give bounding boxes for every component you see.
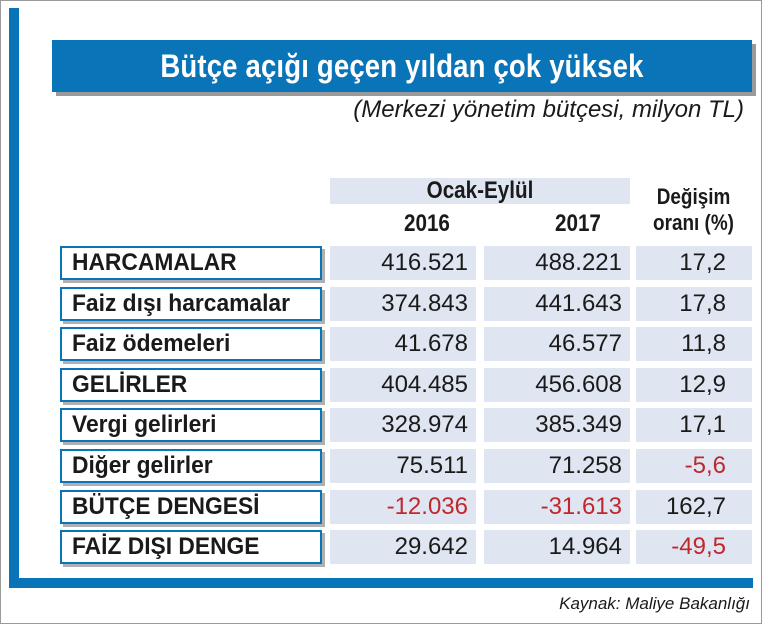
value-2016: 75.511 bbox=[396, 452, 468, 479]
column-header-2017: 2017 bbox=[555, 210, 601, 237]
value-2016-cell: 404.485 bbox=[330, 368, 476, 402]
table-row: Vergi gelirleri 328.974 385.349 17,1 bbox=[0, 408, 762, 442]
value-2016: 41.678 bbox=[394, 330, 468, 357]
change-rate: -5,6 bbox=[684, 452, 726, 479]
row-label: Diğer gelirler bbox=[72, 452, 213, 479]
value-2016-cell: 29.642 bbox=[330, 530, 476, 564]
change-rate-cell: -5,6 bbox=[636, 449, 752, 483]
value-2017-cell: 456.608 bbox=[484, 368, 630, 402]
change-rate: -49,5 bbox=[671, 533, 726, 560]
value-2017-cell: 441.643 bbox=[484, 287, 630, 321]
table-row: FAİZ DIŞI DENGE 29.642 14.964 -49,5 bbox=[0, 530, 762, 564]
value-2016: 29.642 bbox=[394, 533, 468, 560]
row-label-cell: HARCAMALAR bbox=[60, 246, 322, 280]
row-label-cell: Diğer gelirler bbox=[60, 449, 322, 483]
table-row: Diğer gelirler 75.511 71.258 -5,6 bbox=[0, 449, 762, 483]
value-2017: 46.577 bbox=[548, 330, 622, 357]
value-2016-cell: 75.511 bbox=[330, 449, 476, 483]
period-header-band: Ocak-Eylül bbox=[330, 178, 630, 204]
value-2016: -12.036 bbox=[386, 493, 468, 520]
change-rate-cell: 17,1 bbox=[636, 408, 752, 442]
table-row: GELİRLER 404.485 456.608 12,9 bbox=[0, 368, 762, 402]
bottom-accent-bar bbox=[9, 578, 753, 588]
value-2016: 328.974 bbox=[381, 411, 468, 438]
value-2016-cell: -12.036 bbox=[330, 490, 476, 524]
column-header-2016: 2016 bbox=[404, 210, 450, 237]
change-rate-cell: 17,2 bbox=[636, 246, 752, 280]
change-rate: 11,8 bbox=[681, 330, 726, 357]
table-row: BÜTÇE DENGESİ -12.036 -31.613 162,7 bbox=[0, 490, 762, 524]
change-rate-cell: 11,8 bbox=[636, 327, 752, 361]
row-label: HARCAMALAR bbox=[72, 249, 237, 276]
row-label-cell: Faiz ödemeleri bbox=[60, 327, 322, 361]
value-2016-cell: 328.974 bbox=[330, 408, 476, 442]
change-rate: 162,7 bbox=[665, 493, 726, 520]
change-rate-cell: -49,5 bbox=[636, 530, 752, 564]
period-header: Ocak-Eylül bbox=[426, 177, 534, 204]
column-header-change: Değişim oranı (%) bbox=[644, 184, 743, 236]
change-rate: 17,8 bbox=[679, 290, 726, 317]
change-rate-cell: 12,9 bbox=[636, 368, 752, 402]
title-banner: Bütçe açığı geçen yıldan çok yüksek bbox=[52, 40, 752, 92]
value-2016-cell: 41.678 bbox=[330, 327, 476, 361]
change-rate-cell: 17,8 bbox=[636, 287, 752, 321]
row-label-cell: GELİRLER bbox=[60, 368, 322, 402]
row-label-cell: FAİZ DIŞI DENGE bbox=[60, 530, 322, 564]
row-label: FAİZ DIŞI DENGE bbox=[72, 533, 260, 560]
value-2017: 456.608 bbox=[535, 371, 622, 398]
row-label-cell: BÜTÇE DENGESİ bbox=[60, 490, 322, 524]
value-2016: 374.843 bbox=[381, 290, 468, 317]
value-2017-cell: 385.349 bbox=[484, 408, 630, 442]
row-label: Faiz ödemeleri bbox=[72, 330, 231, 357]
source-note: Kaynak: Maliye Bakanlığı bbox=[559, 594, 750, 613]
value-2017-cell: 46.577 bbox=[484, 327, 630, 361]
change-header-line-2: oranı (%) bbox=[653, 210, 734, 235]
row-label-cell: Vergi gelirleri bbox=[60, 408, 322, 442]
value-2017: -31.613 bbox=[540, 493, 622, 520]
row-label-cell: Faiz dışı harcamalar bbox=[60, 287, 322, 321]
value-2017: 488.221 bbox=[535, 249, 622, 276]
row-label: Faiz dışı harcamalar bbox=[72, 290, 290, 317]
value-2017: 441.643 bbox=[535, 290, 622, 317]
left-accent-bar bbox=[9, 8, 19, 588]
chart-subtitle: (Merkezi yönetim bütçesi, milyon TL) bbox=[353, 96, 744, 123]
row-label: GELİRLER bbox=[72, 371, 188, 398]
value-2016: 404.485 bbox=[381, 371, 468, 398]
chart-title: Bütçe açığı geçen yıldan çok yüksek bbox=[160, 47, 644, 84]
change-rate: 17,1 bbox=[679, 411, 726, 438]
table-row: Faiz ödemeleri 41.678 46.577 11,8 bbox=[0, 327, 762, 361]
value-2017-cell: 71.258 bbox=[484, 449, 630, 483]
change-rate: 12,9 bbox=[679, 371, 726, 398]
value-2016-cell: 416.521 bbox=[330, 246, 476, 280]
value-2017: 14.964 bbox=[548, 533, 622, 560]
value-2016: 416.521 bbox=[381, 249, 468, 276]
table-row: HARCAMALAR 416.521 488.221 17,2 bbox=[0, 246, 762, 280]
change-header-line-1: Değişim bbox=[656, 184, 731, 209]
value-2017-cell: 488.221 bbox=[484, 246, 630, 280]
value-2017: 71.258 bbox=[548, 452, 622, 479]
change-rate-cell: 162,7 bbox=[636, 490, 752, 524]
row-label: Vergi gelirleri bbox=[72, 411, 217, 438]
value-2016-cell: 374.843 bbox=[330, 287, 476, 321]
value-2017-cell: -31.613 bbox=[484, 490, 630, 524]
value-2017-cell: 14.964 bbox=[484, 530, 630, 564]
change-rate: 17,2 bbox=[679, 249, 726, 276]
value-2017: 385.349 bbox=[535, 411, 622, 438]
table-row: Faiz dışı harcamalar 374.843 441.643 17,8 bbox=[0, 287, 762, 321]
row-label: BÜTÇE DENGESİ bbox=[72, 493, 260, 520]
